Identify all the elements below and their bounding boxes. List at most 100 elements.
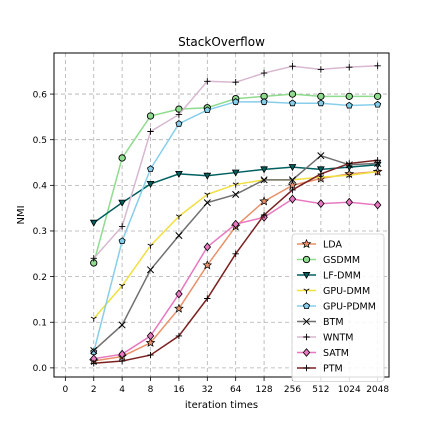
data-point-ptm	[317, 170, 325, 178]
data-point-gpu-pdmm	[317, 99, 325, 107]
legend-entry-gpu-pdmm: GPU-PDMM	[297, 301, 376, 312]
data-point-lf-dmm	[118, 199, 127, 207]
plot-frame	[53, 52, 390, 378]
data-point-ptm	[175, 332, 183, 340]
grid	[54, 53, 389, 377]
data-point-lf-dmm	[146, 181, 155, 188]
data-point-ptm	[289, 186, 296, 194]
legend-label: LF-DMM	[323, 270, 361, 281]
y-tick-label: 0.1	[33, 318, 47, 328]
data-point-lf-dmm	[175, 170, 183, 178]
x-tick-label: 2048	[366, 385, 389, 395]
data-point-btm	[288, 176, 297, 184]
data-point-wntm	[374, 62, 381, 69]
legend-swatch-marker	[303, 333, 310, 341]
data-point-gpu-pdmm	[147, 165, 155, 172]
x-tick-label: 4	[119, 385, 125, 395]
legend-entry-gsdmm: GSDMM	[297, 255, 360, 266]
data-point-satm	[203, 242, 212, 252]
y-tick-label: 0.2	[33, 273, 47, 283]
data-point-btm	[260, 176, 268, 184]
data-point-gpu-pdmm	[260, 98, 268, 105]
x-tick-label: 64	[230, 385, 242, 395]
series-layer	[88, 62, 383, 367]
y-tick-label: 0.5	[33, 136, 47, 146]
data-point-lf-dmm	[231, 169, 240, 177]
data-point-gsdmm	[345, 92, 353, 101]
data-point-wntm	[118, 223, 126, 230]
legend-swatch-marker	[302, 272, 311, 280]
data-point-lda	[202, 260, 213, 270]
legend-label: GPU-PDMM	[323, 301, 376, 312]
data-point-lf-dmm	[288, 164, 297, 172]
data-point-btm	[146, 266, 155, 274]
data-point-wntm	[260, 69, 268, 77]
data-point-gpu-pdmm	[374, 100, 382, 108]
data-point-gpu-dmm	[147, 243, 154, 249]
x-tick-label: 256	[284, 385, 301, 395]
data-point-gpu-pdmm	[345, 101, 353, 109]
legend-entry-wntm: WNTM	[297, 332, 354, 343]
legend-swatch-marker	[302, 302, 311, 309]
x-axis-ticks: 0 2 4 8 16 32 64 128 256 512 1024 2048	[62, 377, 389, 395]
data-point-wntm	[289, 63, 296, 70]
x-tick-label: 16	[173, 385, 185, 395]
data-point-wntm	[346, 63, 353, 71]
data-point-btm	[232, 190, 240, 199]
series-wntm	[90, 62, 381, 262]
data-point-satm	[146, 331, 155, 341]
data-point-wntm	[317, 66, 325, 73]
x-tick-label: 32	[202, 385, 213, 395]
y-tick-label: 0.6	[33, 90, 48, 100]
data-point-wntm	[90, 255, 97, 262]
legend-swatch-marker	[303, 364, 310, 372]
legend-label: PTM	[323, 363, 343, 374]
data-point-ptm	[260, 211, 268, 219]
data-point-ptm	[118, 357, 126, 365]
data-point-wntm	[175, 111, 183, 118]
data-point-btm	[175, 231, 183, 240]
data-point-gsdmm	[118, 154, 126, 162]
data-point-gpu-pdmm	[175, 120, 183, 127]
data-point-satm	[373, 200, 382, 210]
data-point-gsdmm	[146, 112, 155, 120]
data-point-lf-dmm	[260, 166, 268, 174]
legend-label: WNTM	[323, 332, 354, 343]
series-satm	[90, 194, 382, 364]
data-point-ptm	[90, 360, 97, 367]
legend-swatch-marker	[303, 288, 310, 294]
legend-label: LDA	[323, 239, 342, 250]
data-point-gpu-pdmm	[203, 106, 211, 114]
series-gpu-pdmm	[90, 98, 382, 355]
legend-swatch-marker	[301, 238, 312, 249]
data-point-satm	[231, 219, 240, 229]
legend-entry-satm: SATM	[297, 348, 349, 359]
legend-swatch-marker	[302, 317, 311, 326]
y-axis-ticks: 0.0 0.1 0.2 0.3 0.4 0.5 0.6	[33, 90, 54, 374]
data-point-gpu-pdmm	[118, 237, 126, 245]
x-tick-label: 512	[312, 385, 329, 395]
y-tick-label: 0.4	[33, 182, 48, 192]
legend-entry-gpu-dmm: GPU-DMM	[297, 286, 370, 297]
y-axis-label: NMI	[16, 205, 27, 224]
data-point-ptm	[204, 295, 211, 302]
data-point-ptm	[147, 351, 154, 359]
data-point-gpu-dmm	[232, 182, 239, 188]
data-point-gsdmm	[317, 92, 325, 101]
data-point-ptm	[374, 157, 381, 164]
data-point-lda	[145, 337, 156, 347]
series-btm	[90, 152, 382, 355]
data-point-gpu-dmm	[374, 169, 381, 175]
data-point-btm	[118, 321, 126, 329]
y-tick-label: 0.0	[33, 364, 48, 374]
x-tick-label: 2	[91, 385, 97, 395]
legend-entry-lf-dmm: LF-DMM	[297, 270, 361, 281]
data-point-gpu-dmm	[90, 316, 97, 322]
data-point-wntm	[147, 128, 154, 135]
data-point-btm	[317, 152, 325, 160]
data-point-gsdmm	[288, 90, 297, 98]
data-point-lf-dmm	[203, 172, 212, 180]
legend-box	[291, 233, 385, 382]
data-point-gpu-dmm	[204, 192, 211, 198]
